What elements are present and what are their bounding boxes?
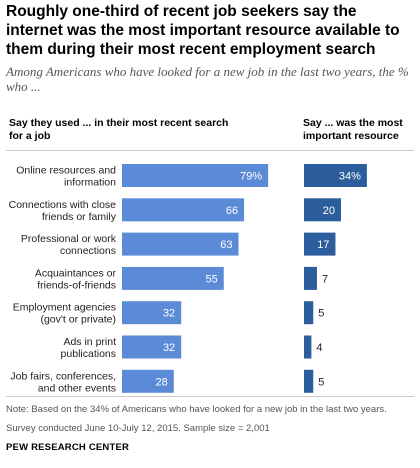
data-label-used: 66 — [226, 205, 238, 217]
category-label: Online resources and information — [16, 165, 116, 189]
category-label: Acquaintances or friends-of-friends — [35, 267, 117, 291]
column-header-important: Say ... was the most important resource — [303, 117, 403, 142]
survey-note: Survey conducted June 10-July 12, 2015. … — [6, 423, 270, 434]
data-label-used: 28 — [156, 376, 168, 388]
data-label-used: 63 — [220, 239, 232, 251]
bar-important — [304, 266, 317, 290]
chart-title: Roughly one-third of recent job seekers … — [6, 3, 400, 58]
bar-important — [304, 232, 336, 256]
bar-used — [122, 232, 239, 256]
bar-important — [304, 301, 314, 325]
bar-used — [122, 198, 245, 222]
category-label: Ads in print publications — [61, 336, 117, 360]
data-label-used: 55 — [206, 273, 218, 285]
bar-important — [304, 335, 312, 359]
top-divider — [6, 150, 414, 151]
bar-used — [122, 369, 174, 393]
bar-used — [122, 266, 224, 290]
category-label: Connections with close friends or family — [9, 199, 117, 223]
data-label-important: 7 — [322, 273, 328, 285]
bar-chart: Online resources and information 79% 34% Con… — [9, 164, 367, 394]
bar-used — [122, 335, 182, 359]
bar-important — [304, 164, 367, 187]
bar-used — [122, 164, 269, 187]
data-label-important: 20 — [323, 205, 335, 217]
category-label: Professional or work connections — [21, 233, 117, 257]
data-label-important: 5 — [318, 376, 324, 388]
bar-used — [122, 301, 182, 325]
chart-subtitle: Among Americans who have looked for a ne… — [6, 64, 409, 94]
data-label-used: 32 — [163, 308, 175, 320]
data-label-important: 5 — [318, 308, 324, 320]
bottom-divider — [6, 396, 414, 397]
bar-important — [304, 369, 314, 393]
category-label: Employment agencies (gov't or private) — [13, 302, 116, 326]
source-credit: PEW RESEARCH CENTER — [6, 442, 130, 453]
data-label-used: 32 — [163, 342, 175, 354]
data-label-important: 34% — [339, 171, 361, 183]
footnote: Note: Based on the 34% of Americans who … — [6, 404, 387, 415]
data-label-used: 79% — [240, 171, 262, 183]
column-header-used: Say they used ... in their most recent s… — [9, 117, 229, 142]
bar-important — [304, 198, 341, 222]
data-label-important: 17 — [317, 239, 329, 251]
data-label-important: 4 — [316, 342, 322, 354]
category-label: Job fairs, conferences, and other events — [10, 370, 116, 394]
